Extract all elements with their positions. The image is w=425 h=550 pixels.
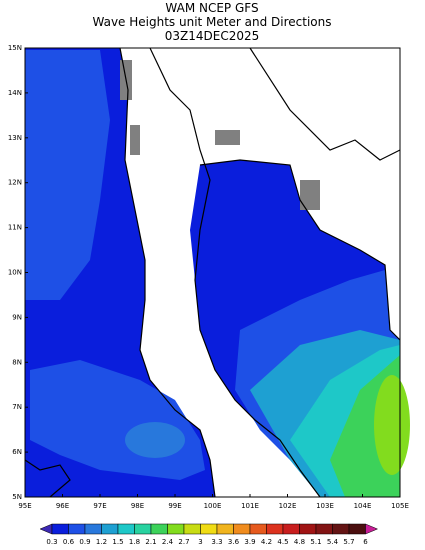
colorbar-label: 3 [198,538,202,546]
colorbar-box [200,523,218,535]
colorbar-label: 2.1 [145,538,156,546]
colorbar-label: 4.5 [277,538,288,546]
lat-label: 11N [8,224,22,232]
colorbar-label: 4.8 [294,538,305,546]
lon-label: 101E [241,502,259,510]
lat-label: 14N [8,89,22,97]
andaman-light [25,50,110,300]
title-line: 03Z14DEC2025 [165,29,260,43]
colorbar-box [150,523,168,535]
coastlines [24,47,401,498]
lat-label: 12N [8,179,22,187]
land-mask [300,180,320,210]
lon-label: 105E [391,502,409,510]
lon-label: 97E [93,502,106,510]
colorbar-box [134,523,152,535]
colorbar-label: 0.9 [79,538,90,546]
coastline [24,459,71,498]
coastline [199,159,401,341]
colorbar-end [365,523,379,535]
coastline [119,47,216,498]
colorbar-label: 1.2 [96,538,107,546]
colorbar-label: 5.1 [310,538,321,546]
colorbar-label: 1.5 [112,538,123,546]
land-mask [130,125,140,155]
lon-label: 95E [18,502,31,510]
ocean-fields [25,48,410,497]
lon-label: 102E [279,502,297,510]
colorbar-label: 4.2 [261,538,272,546]
lon-label: 98E [131,502,144,510]
colorbar-box [117,523,135,535]
colorbar-label: 3.3 [211,538,222,546]
colorbar-box [84,523,102,535]
lon-label: 100E [204,502,222,510]
colorbar-label: 3.9 [244,538,255,546]
lat-label: 9N [12,313,22,321]
colorbar-box [233,523,251,535]
colorbar-box [282,523,300,535]
colorbar-box [68,523,86,535]
colorbar-box [266,523,284,535]
coastline [149,47,321,498]
colorbar-box [249,523,267,535]
colorbar-label: 0.3 [46,538,57,546]
land-mask [215,130,240,145]
colorbar-box [332,523,350,535]
colorbar-label: 3.6 [228,538,240,546]
lat-label: 13N [8,134,22,142]
colorbar-label: 2.7 [178,538,189,546]
lat-label: 15N [8,44,22,52]
gulf-yellow [374,375,410,475]
andaman-patch [125,422,185,458]
colorbar-label: 1.8 [129,538,140,546]
coastline [249,47,401,161]
colorbar-box [101,523,119,535]
colorbar-box [315,523,333,535]
lat-label: 6N [12,448,22,456]
colorbar-box [299,523,317,535]
lon-label: 103E [316,502,334,510]
colorbar-box [216,523,234,535]
lat-label: 10N [8,269,22,277]
colorbar-box [167,523,185,535]
title-line: WAM NCEP GFS [165,1,258,15]
colorbar-label: 5.7 [343,538,354,546]
lon-label: 104E [354,502,372,510]
colorbar-box [51,523,69,535]
colorbar-label: 0.6 [63,538,75,546]
colorbar-label: 5.4 [327,538,339,546]
lon-label: 99E [168,502,181,510]
lon-label: 96E [56,502,69,510]
colorbar-box [183,523,201,535]
title-line: Wave Heights unit Meter and Directions [93,15,332,29]
lat-label: 8N [12,358,22,366]
colorbar-label: 2.4 [162,538,174,546]
colorbar-end [39,523,53,535]
colorbar-label: 6 [363,538,368,546]
lat-label: 5N [12,493,22,501]
colorbar: 0.3 0.6 0.9 1.2 1.5 1.8 2.1 2.4 2.7 3 3.3 3.6 3.9 4.2… [39,523,379,546]
lat-label: 7N [12,403,22,411]
colorbar-box [348,523,366,535]
